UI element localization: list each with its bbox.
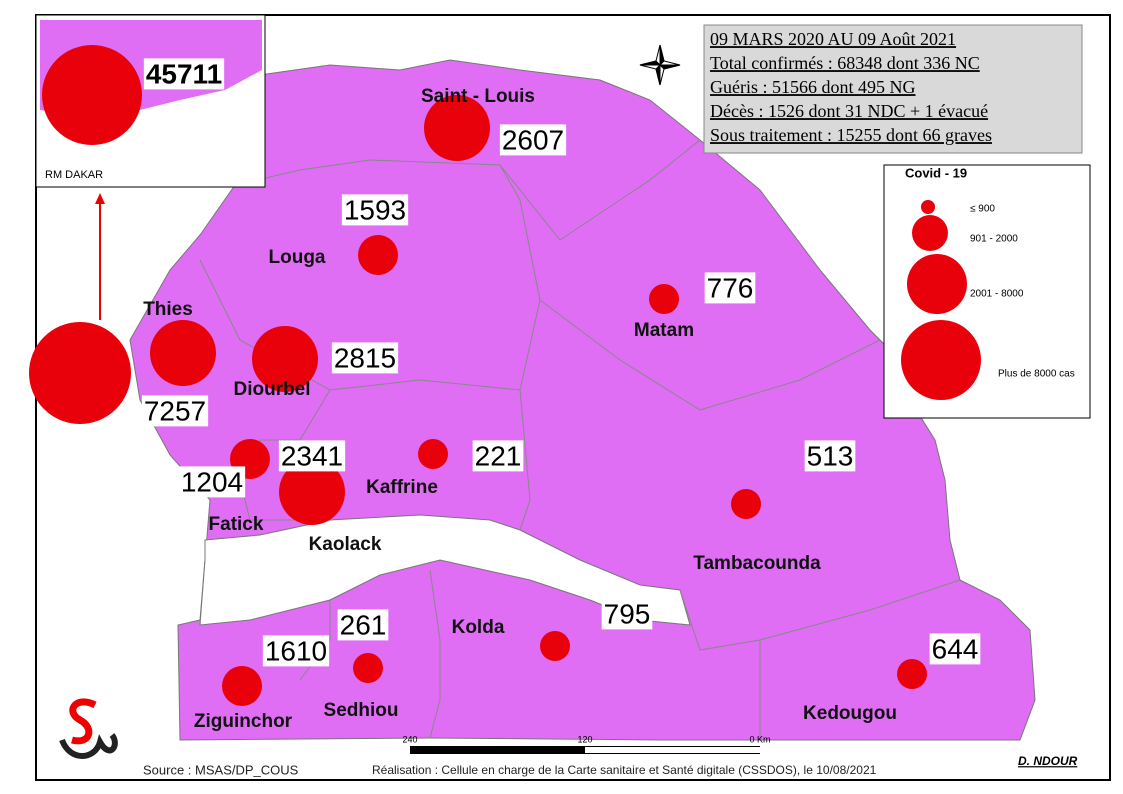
gambia xyxy=(199,514,691,626)
summary-line: Décès : 1526 dont 31 NDC + 1 évacué xyxy=(710,101,988,121)
summary-line: Total confirmés : 68348 dont 336 NC xyxy=(710,53,980,73)
region-name: Matam xyxy=(634,320,694,341)
scale-label: 240 xyxy=(402,734,417,744)
value-label-bg xyxy=(704,272,756,304)
region-name: Kaolack xyxy=(309,534,382,555)
value-label: 644 xyxy=(932,633,979,664)
summary-line: Guéris : 51566 dont 495 NG xyxy=(710,77,916,97)
region-name: Kedougou xyxy=(803,703,897,724)
scale-bar-half xyxy=(585,747,760,753)
bubble xyxy=(353,653,383,683)
bubble xyxy=(731,489,761,519)
summary-line: Sous traitement : 15255 dont 66 graves xyxy=(710,125,992,145)
value-label: 7257 xyxy=(144,395,206,426)
region-name: Thies xyxy=(143,299,193,320)
value-label-bg xyxy=(472,440,524,472)
legend-symbol xyxy=(912,215,948,251)
bubble xyxy=(252,326,318,392)
legend-symbol xyxy=(907,254,967,314)
bubble xyxy=(897,659,927,689)
value-label-bg xyxy=(141,395,209,427)
bubble xyxy=(649,284,679,314)
logo xyxy=(59,698,118,759)
bubble xyxy=(279,459,345,525)
scale-label: 120 xyxy=(577,734,592,744)
value-label-bg xyxy=(929,633,981,665)
credit: Réalisation : Cellule en charge de la Ca… xyxy=(372,763,877,777)
value-label: 2815 xyxy=(334,342,396,373)
region-name: Kaffrine xyxy=(366,477,438,498)
value-label-bg xyxy=(331,342,399,374)
value-label: 795 xyxy=(604,598,651,629)
region-name: Kolda xyxy=(452,617,505,638)
value-label-bg xyxy=(804,440,856,472)
bubble xyxy=(358,235,398,275)
bubble xyxy=(424,95,490,161)
legend-label: ≤ 900 xyxy=(970,204,995,215)
summary-box xyxy=(703,24,1083,154)
bubble xyxy=(150,320,216,386)
value-label-bg xyxy=(337,609,389,641)
value-label: 261 xyxy=(340,609,387,640)
region-name: Fatick xyxy=(209,514,264,535)
arrow-head xyxy=(95,193,105,204)
region-name: Tambacounda xyxy=(693,553,821,574)
legend-title: Covid - 19 xyxy=(905,165,967,180)
region-name: Sedhiou xyxy=(324,700,399,721)
legend-label: Plus de 8000 cas xyxy=(998,369,1075,380)
region-name: Ziguinchor xyxy=(194,711,293,732)
value-label: 1593 xyxy=(344,194,406,225)
region-name: Diourbel xyxy=(233,379,310,400)
value-label: 2607 xyxy=(502,124,564,155)
value-label-bg xyxy=(143,58,225,90)
legend-label: 2001 - 8000 xyxy=(970,289,1024,300)
value-label-bg xyxy=(262,635,330,667)
value-label-bg xyxy=(341,194,409,226)
legend-label: 901 - 2000 xyxy=(970,234,1018,245)
region-name: Louga xyxy=(269,247,326,268)
bubble xyxy=(29,322,131,424)
bubble xyxy=(222,666,262,706)
compass xyxy=(639,44,681,86)
region-name: Saint - Louis xyxy=(421,86,535,107)
value-label-bg xyxy=(601,598,653,630)
value-label: 1204 xyxy=(181,466,243,497)
value-label-bg xyxy=(178,466,246,498)
value-label: 513 xyxy=(807,440,854,471)
bubble xyxy=(540,631,570,661)
value-label: 1610 xyxy=(265,635,327,666)
value-label-bg xyxy=(499,124,567,156)
value-label: 776 xyxy=(707,272,754,303)
bubble xyxy=(42,45,142,145)
value-label: 45711 xyxy=(146,58,222,89)
bubble xyxy=(418,439,448,469)
scale-label: 0 Km xyxy=(749,734,770,744)
value-label: 221 xyxy=(475,440,522,471)
value-label: 2341 xyxy=(281,440,343,471)
legend-symbol xyxy=(901,320,981,400)
author: D. NDOUR xyxy=(1018,754,1078,768)
boundaries xyxy=(199,139,961,740)
legend-symbol xyxy=(921,200,935,214)
value-label-bg xyxy=(278,440,346,472)
source: Source : MSAS/DP_COUS xyxy=(143,762,299,777)
summary-line: 09 MARS 2020 AU 09 Août 2021 xyxy=(710,29,956,49)
inset-label: RM DAKAR xyxy=(45,169,103,181)
